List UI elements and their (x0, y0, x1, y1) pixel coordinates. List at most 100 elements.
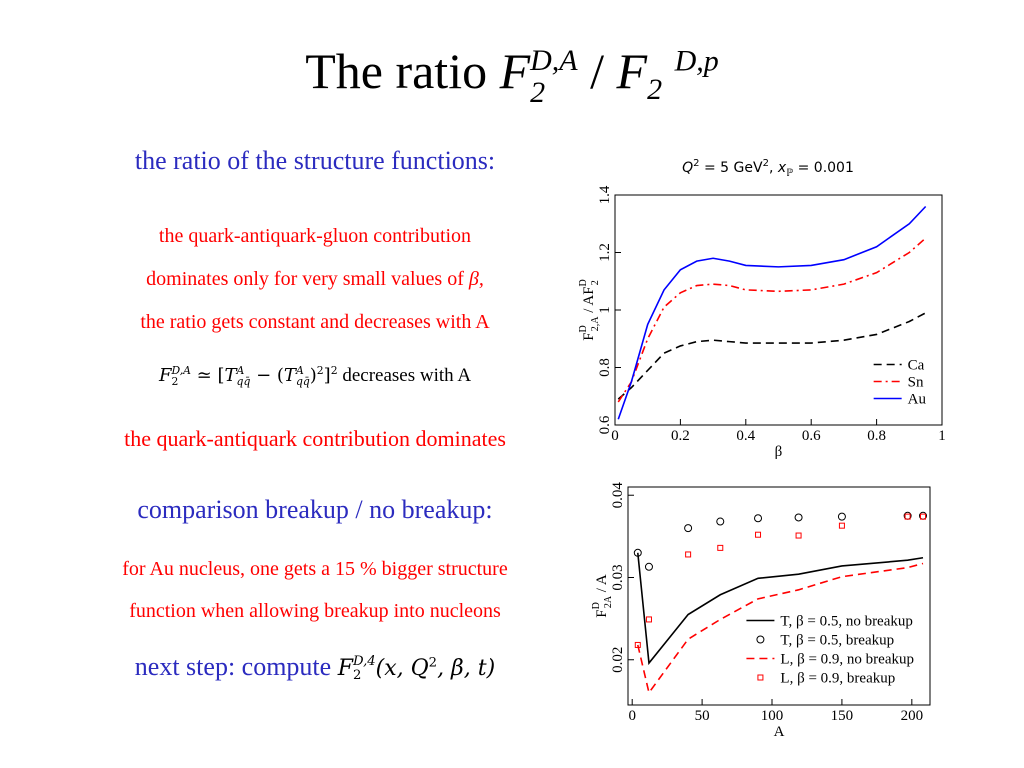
title-symbol: F (499, 43, 531, 99)
f-sup: A (295, 363, 304, 377)
title-part: = 5 GeV (700, 160, 763, 176)
x-tick-label: 0 (611, 428, 619, 444)
x-tick-label: 0.6 (802, 428, 821, 444)
title-sup: D,A (530, 44, 578, 78)
y-label-part: F (581, 332, 597, 340)
text-line: the ratio gets constant and decreases wi… (140, 311, 490, 333)
y-tick-label: 0.6 (597, 415, 613, 434)
y-tick-label: 0.8 (597, 358, 613, 377)
x-tick-label: 100 (761, 708, 784, 724)
f: , β, t) (437, 656, 496, 681)
text-line: dominates only for very small values of … (0, 268, 630, 291)
point (716, 517, 725, 526)
text-line: function when allowing breakup into nucl… (129, 600, 501, 622)
f: − ( (250, 365, 284, 386)
point (633, 548, 642, 557)
point (920, 513, 927, 520)
point (837, 512, 846, 521)
title-text: / (577, 43, 617, 99)
f: T (283, 365, 296, 386)
y-tick-label: 0.03 (610, 564, 626, 590)
point (685, 551, 692, 558)
series-line (637, 562, 924, 695)
f-sup: D,A (171, 363, 191, 377)
f-sup: 2 (428, 655, 438, 671)
point (794, 513, 803, 522)
point (838, 522, 845, 529)
x-tick-label: 200 (901, 708, 924, 724)
point (754, 514, 763, 523)
y-tick-label: 1.4 (597, 185, 613, 204)
heading: next step: compute F D,4 2 (x, Q2, β, t) (0, 652, 630, 683)
y-label-part: 2 (590, 280, 601, 285)
f-sub: 2 (352, 668, 362, 683)
legend-label: T, β = 0.5, breakup (780, 633, 894, 649)
x-axis-label: β (775, 444, 783, 460)
f: ) (309, 365, 317, 386)
point (645, 616, 652, 623)
legend-marker (756, 635, 765, 644)
f: T (224, 365, 237, 386)
title-part: 2 (693, 158, 699, 169)
y-label-part: D (578, 279, 589, 286)
f-sub: qq̄ (236, 375, 251, 388)
x-tick-label: 0.2 (671, 428, 690, 444)
f: (x, Q (375, 656, 429, 681)
y-label-part: F (594, 609, 610, 617)
series-line (617, 205, 927, 420)
y-axis-label: FD2,A / AFD2 (578, 279, 601, 341)
text: dominates only for very small values of (146, 268, 469, 290)
x-axis-label: A (774, 724, 785, 740)
legend-marker (757, 674, 764, 681)
f: ] (323, 365, 331, 386)
f-sup: 2 (316, 364, 324, 377)
y-tick-label: 1.2 (597, 243, 613, 262)
title-part: , (769, 160, 778, 176)
y-label-part: D (591, 602, 602, 609)
f: F (337, 656, 353, 681)
x-tick-label: 0.4 (736, 428, 755, 444)
symbol: β, (468, 268, 484, 290)
f-sup: 2 (330, 364, 338, 377)
title-sup: D,p (674, 44, 719, 78)
legend-label: Sn (908, 375, 924, 391)
title-part: Q (682, 160, 693, 176)
point (644, 562, 653, 571)
x-tick-label: 50 (695, 708, 710, 724)
point (795, 532, 802, 539)
f-sub: qq̄ (295, 375, 310, 388)
series-line (636, 552, 924, 666)
x-tick-label: 0.8 (867, 428, 886, 444)
y-label-part: / A (594, 574, 610, 596)
f: F (158, 365, 172, 386)
f: ≃ [ (190, 365, 225, 386)
f-sub: 2 (171, 375, 179, 388)
title-part: ℙ (786, 168, 793, 179)
legend-label: Ca (908, 358, 925, 374)
point (904, 513, 911, 520)
legend-label: Au (908, 392, 927, 408)
title-symbol: F (616, 43, 648, 99)
y-label-part: 2A (603, 595, 614, 608)
series-line (617, 312, 927, 400)
point (717, 544, 724, 551)
plot-frame (627, 486, 931, 706)
point (755, 531, 762, 538)
y-tick-label: 0.04 (610, 482, 626, 509)
x-tick-label: 0 (628, 708, 636, 724)
legend-label: L, β = 0.9, breakup (780, 671, 895, 687)
title-sub: 2 (647, 73, 663, 106)
text-line: the quark-antiquark-gluon contribution (158, 225, 472, 247)
slide-title: The ratio F D,A 2 / F2 D,p (0, 42, 1024, 108)
text: next step: compute (134, 652, 332, 681)
y-axis-label: FD2A / A (591, 574, 614, 618)
heading: comparison breakup / no breakup: (137, 495, 493, 524)
x-tick-label: 1 (938, 428, 946, 444)
chart-title: Q2 = 5 GeV2, xℙ = 0.001 (682, 158, 854, 179)
plot-frame (614, 194, 943, 426)
title-sub: 2 (530, 75, 546, 109)
point (634, 641, 641, 648)
